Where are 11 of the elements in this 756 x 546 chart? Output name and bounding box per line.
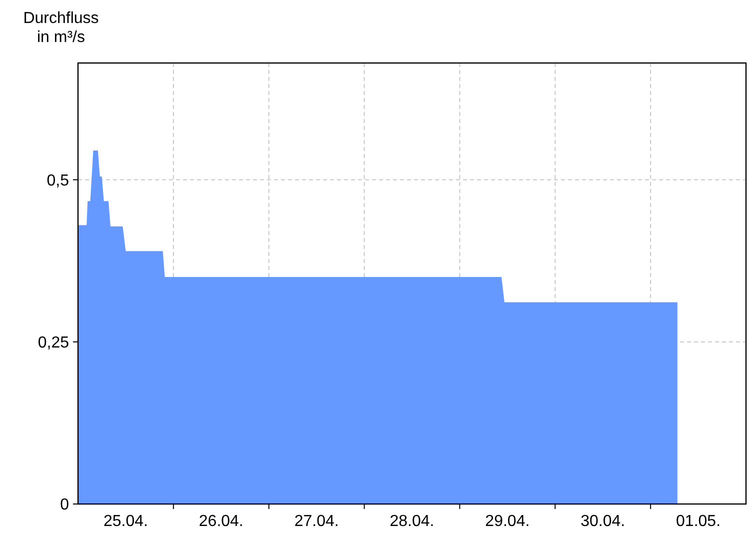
x-tick-label: 29.04.: [485, 513, 530, 530]
x-tick-label: 27.04.: [294, 513, 339, 530]
y-tick-label: 0,25: [38, 334, 70, 352]
y-tick-label: 0,5: [46, 172, 70, 190]
x-tick-label: 25.04.: [103, 513, 148, 530]
x-tick-label: 30.04.: [580, 513, 626, 530]
x-tick-label: 28.04.: [390, 513, 434, 530]
y-tick-label: 0: [60, 496, 70, 514]
x-tick-label: 01.05.: [676, 513, 721, 530]
y-axis-title: Durchfluss in m³/s: [23, 10, 99, 46]
x-tick-label: 26.04.: [198, 513, 244, 530]
